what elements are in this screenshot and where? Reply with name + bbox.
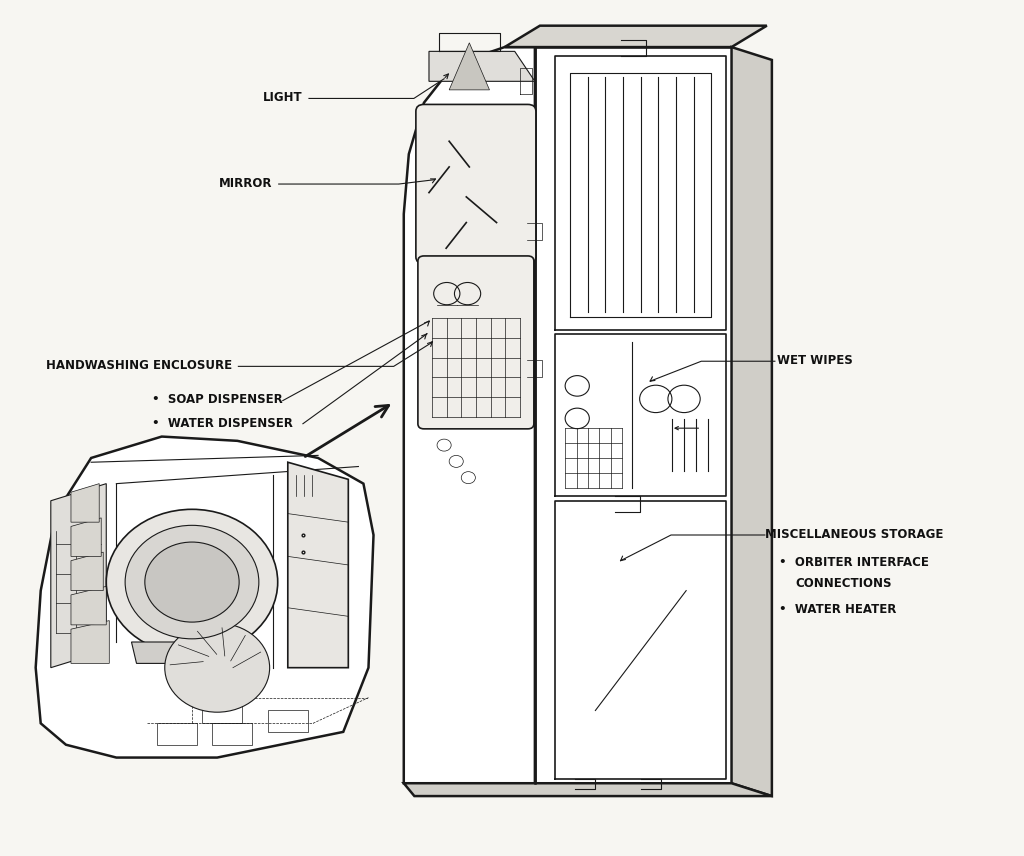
FancyBboxPatch shape bbox=[416, 104, 536, 264]
Polygon shape bbox=[71, 552, 103, 591]
Text: •  ORBITER INTERFACE: • ORBITER INTERFACE bbox=[779, 556, 929, 569]
Polygon shape bbox=[505, 26, 767, 47]
Text: •  WATER DISPENSER: • WATER DISPENSER bbox=[152, 417, 293, 431]
Text: MIRROR: MIRROR bbox=[219, 176, 272, 190]
Polygon shape bbox=[71, 484, 99, 522]
FancyArrowPatch shape bbox=[675, 426, 698, 430]
Polygon shape bbox=[450, 43, 489, 90]
Polygon shape bbox=[36, 437, 374, 758]
Text: HANDWASHING ENCLOSURE: HANDWASHING ENCLOSURE bbox=[46, 359, 232, 372]
Polygon shape bbox=[131, 642, 253, 663]
Polygon shape bbox=[71, 621, 110, 663]
Polygon shape bbox=[403, 783, 772, 796]
Polygon shape bbox=[288, 462, 348, 668]
Circle shape bbox=[106, 509, 278, 655]
Polygon shape bbox=[51, 484, 106, 668]
Polygon shape bbox=[535, 47, 731, 783]
Polygon shape bbox=[429, 51, 535, 81]
Polygon shape bbox=[731, 47, 772, 796]
Text: •  SOAP DISPENSER: • SOAP DISPENSER bbox=[152, 393, 283, 407]
Text: LIGHT: LIGHT bbox=[263, 91, 303, 104]
Polygon shape bbox=[71, 518, 101, 556]
FancyArrowPatch shape bbox=[305, 406, 389, 456]
Circle shape bbox=[165, 623, 269, 712]
Circle shape bbox=[144, 542, 240, 622]
Text: MISCELLANEOUS STORAGE: MISCELLANEOUS STORAGE bbox=[765, 527, 943, 541]
Polygon shape bbox=[71, 586, 106, 625]
Text: CONNECTIONS: CONNECTIONS bbox=[795, 577, 892, 591]
Text: WET WIPES: WET WIPES bbox=[777, 354, 853, 367]
Text: •  WATER HEATER: • WATER HEATER bbox=[779, 603, 896, 616]
Circle shape bbox=[125, 526, 259, 639]
FancyBboxPatch shape bbox=[418, 256, 534, 429]
Polygon shape bbox=[403, 47, 535, 783]
